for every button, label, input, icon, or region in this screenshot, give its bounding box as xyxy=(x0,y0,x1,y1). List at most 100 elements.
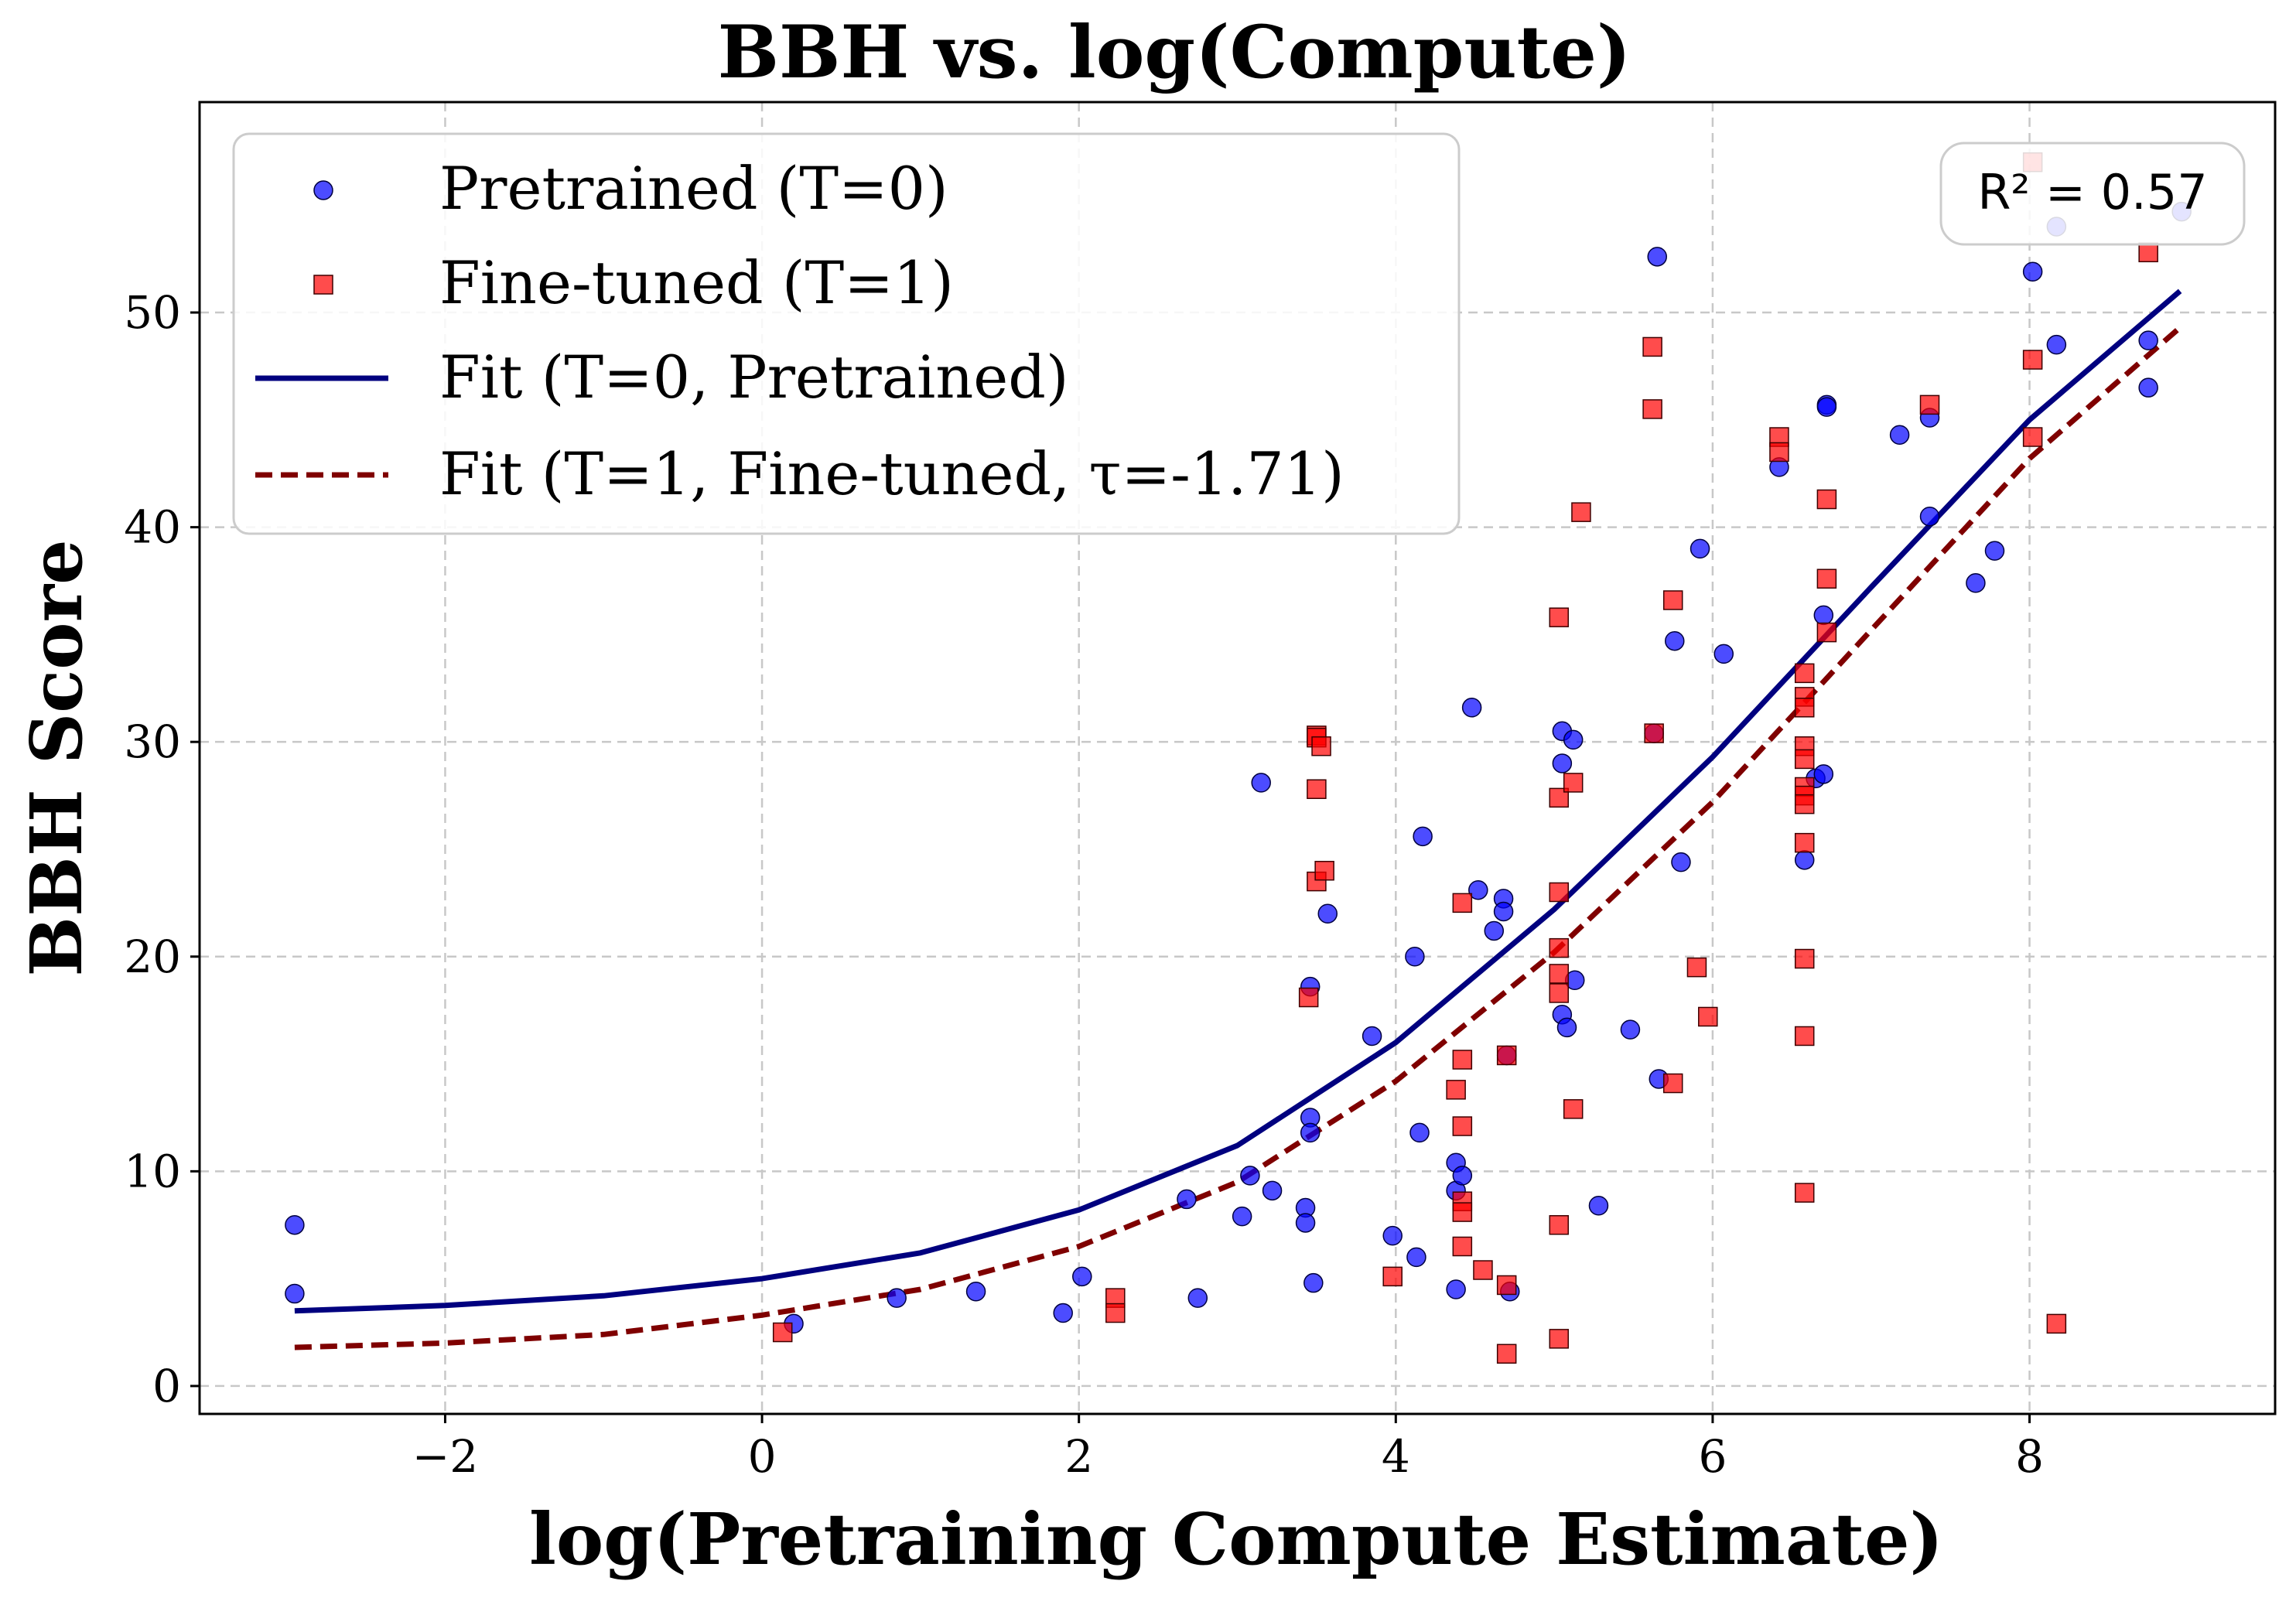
data-point-pretrained xyxy=(1620,1019,1641,1040)
data-point-finetuned xyxy=(1662,590,1683,610)
data-point-finetuned xyxy=(1816,569,1837,589)
data-point-finetuned xyxy=(1794,698,1815,718)
data-point-pretrained xyxy=(1262,1180,1283,1201)
data-point-finetuned xyxy=(1452,1202,1473,1222)
data-point-finetuned xyxy=(1571,502,1591,522)
data-point-finetuned xyxy=(1816,622,1837,643)
data-point-finetuned xyxy=(1473,1260,1493,1280)
data-point-pretrained xyxy=(1446,1279,1466,1299)
y-tick-label: 20 xyxy=(124,930,181,983)
data-point-pretrained xyxy=(1251,773,1271,793)
data-point-pretrained xyxy=(1813,605,1834,626)
data-point-pretrained xyxy=(2046,334,2067,355)
data-point-finetuned xyxy=(772,1322,793,1343)
data-point-finetuned xyxy=(1769,442,1789,463)
data-point-pretrained xyxy=(1177,1189,1197,1210)
data-point-finetuned xyxy=(1794,663,1815,684)
data-point-pretrained xyxy=(1984,541,2005,561)
data-point-pretrained xyxy=(2022,261,2043,282)
data-point-pretrained xyxy=(965,1282,986,1302)
fit-lines xyxy=(294,289,2182,1350)
data-point-pretrained xyxy=(2138,377,2158,398)
data-point-finetuned xyxy=(1686,957,1707,978)
data-point-pretrained xyxy=(1816,397,1837,417)
legend-marker-finetuned xyxy=(313,275,333,295)
data-point-finetuned xyxy=(1452,893,1473,913)
data-point-pretrained xyxy=(285,1283,305,1304)
data-point-pretrained xyxy=(1588,1195,1609,1216)
data-point-finetuned xyxy=(1307,779,1327,799)
data-point-finetuned xyxy=(1496,1344,1517,1364)
plot-frame xyxy=(198,101,2277,1415)
fit-line-finetuned xyxy=(294,325,2182,1350)
data-point-finetuned xyxy=(2138,242,2158,263)
data-point-finetuned xyxy=(1794,1026,1815,1047)
legend-label-finetuned: Fine-tuned (T=1) xyxy=(439,248,954,317)
data-point-pretrained xyxy=(1690,538,1710,559)
data-point-finetuned xyxy=(1496,1045,1517,1066)
data-point-pretrained xyxy=(1187,1288,1208,1308)
x-tick-label: 6 xyxy=(1698,1430,1727,1483)
data-point-pretrained xyxy=(1317,903,1338,924)
data-point-finetuned xyxy=(1794,948,1815,969)
data-point-pretrained xyxy=(1484,920,1505,941)
r2-annotation: R² = 0.57 xyxy=(1939,142,2246,246)
data-point-finetuned xyxy=(1794,794,1815,814)
data-point-finetuned xyxy=(1549,1329,1570,1349)
data-point-pretrained xyxy=(1966,573,1986,593)
data-point-finetuned xyxy=(1311,736,1331,756)
data-point-finetuned xyxy=(1298,987,1319,1008)
data-point-finetuned xyxy=(1794,749,1815,770)
data-point-finetuned xyxy=(2022,350,2043,370)
data-point-finetuned xyxy=(1549,983,1570,1003)
data-point-finetuned xyxy=(1549,882,1570,903)
legend-label-fit-pretrained: Fit (T=0, Pretrained) xyxy=(439,343,1069,411)
data-point-pretrained xyxy=(1382,1225,1403,1246)
axis-ticks: −2 0 2 4 6 8 0 10 20 30 40 50 xyxy=(124,286,2044,1483)
data-point-pretrained xyxy=(1665,630,1685,651)
fit-line-pretrained xyxy=(294,289,2182,1314)
legend-label-fit-finetuned: Fit (T=1, Fine-tuned, τ=-1.71) xyxy=(439,439,1344,508)
x-tick-label: 4 xyxy=(1382,1430,1410,1483)
data-point-pretrained xyxy=(2138,330,2158,350)
data-point-pretrained xyxy=(1240,1166,1260,1186)
data-point-pretrained xyxy=(1713,644,1734,664)
data-point-pretrained xyxy=(1794,850,1815,870)
data-point-finetuned xyxy=(1496,1275,1517,1296)
data-point-pretrained xyxy=(1813,764,1834,784)
data-point-pretrained xyxy=(1303,1272,1324,1293)
data-point-finetuned xyxy=(1549,1214,1570,1235)
y-axis-label: BBH Score xyxy=(15,539,98,976)
chart-title: BBH vs. log(Compute) xyxy=(718,10,1631,95)
data-point-pretrained xyxy=(1406,1247,1426,1268)
legend-label-pretrained: Pretrained (T=0) xyxy=(439,154,948,223)
data-point-pretrained xyxy=(1552,753,1573,773)
r2-label: R² = 0.57 xyxy=(1977,164,2207,220)
scatter-points xyxy=(285,152,2192,1364)
y-tick-label: 40 xyxy=(124,501,181,554)
data-point-pretrained xyxy=(1468,879,1488,900)
data-point-pretrained xyxy=(1919,506,1940,527)
data-point-finetuned xyxy=(1919,394,1940,415)
data-point-pretrained xyxy=(1647,247,1667,267)
data-point-pretrained xyxy=(1409,1122,1430,1143)
data-point-pretrained xyxy=(1405,947,1425,967)
legend: Pretrained (T=0) Fine-tuned (T=1) Fit (T… xyxy=(232,132,1461,535)
data-point-pretrained xyxy=(1889,425,1910,445)
data-point-finetuned xyxy=(1452,1236,1473,1257)
data-point-finetuned xyxy=(1563,1099,1584,1119)
data-point-finetuned xyxy=(1642,336,1662,357)
data-point-finetuned xyxy=(1563,773,1584,793)
data-point-pretrained xyxy=(1300,1122,1321,1143)
data-point-pretrained xyxy=(1362,1026,1382,1047)
data-point-pretrained xyxy=(887,1288,907,1308)
data-point-finetuned xyxy=(1549,607,1570,627)
data-point-finetuned xyxy=(1644,723,1664,743)
data-point-pretrained xyxy=(285,1214,305,1235)
data-point-finetuned xyxy=(1816,489,1837,510)
y-tick-label: 30 xyxy=(124,715,181,768)
data-point-pretrained xyxy=(1461,698,1482,718)
data-point-pretrained xyxy=(1072,1266,1092,1287)
data-point-finetuned xyxy=(1382,1266,1403,1287)
